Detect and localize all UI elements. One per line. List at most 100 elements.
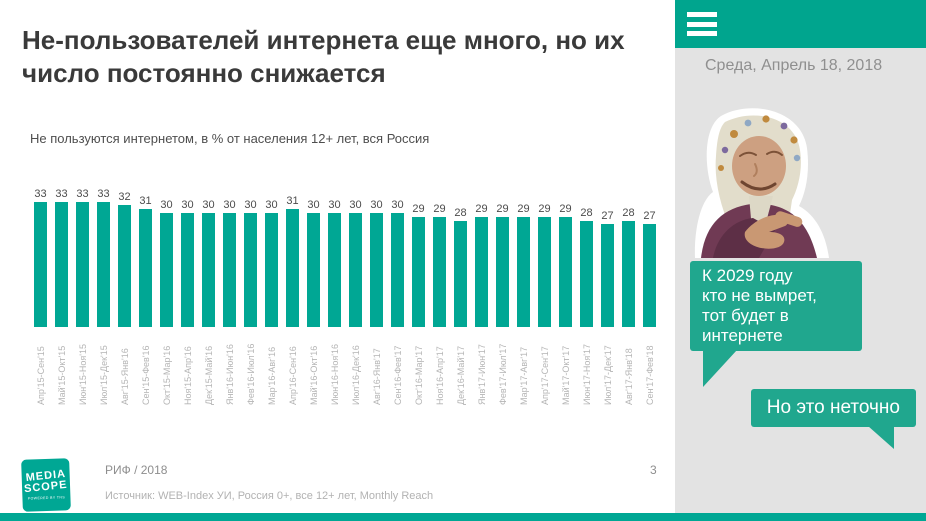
- bar-column: 30 Янв'16-Июн'16: [219, 199, 240, 405]
- bar-column: 29 Фев'17-Июл'17: [492, 203, 513, 405]
- x-axis-tick-label: Окт'16-Мар'17: [413, 345, 424, 405]
- hamburger-menu-icon[interactable]: [687, 12, 717, 36]
- speech-bubble-reply: Но это неточно: [750, 389, 916, 449]
- bar: [391, 213, 404, 327]
- bar-value-label: 30: [391, 199, 404, 211]
- bar-value-label: 29: [475, 203, 488, 215]
- bar-column: 28 Июн'17-Ноя'17: [576, 207, 597, 405]
- bar: [223, 213, 236, 327]
- bar: [181, 213, 194, 327]
- bar-value-label: 31: [286, 195, 299, 207]
- bar: [580, 221, 593, 327]
- x-axis-tick-label: Ноя'16-Апр'17: [434, 346, 445, 405]
- bar-column: 28 Авг'17-Янв'18: [618, 207, 639, 405]
- x-axis-tick-label: Июн'16-Ноя'16: [329, 343, 340, 405]
- bar: [76, 202, 89, 327]
- x-axis-tick-label: Сен'17-Фев'18: [644, 345, 655, 405]
- bar-value-label: 30: [181, 199, 194, 211]
- bar: [538, 217, 551, 327]
- bar: [349, 213, 362, 327]
- footer-source-label: Источник: WEB-Index УИ, Россия 0+, все 1…: [105, 490, 434, 502]
- x-axis-tick-label: Апр'15-Сен'15: [35, 346, 46, 405]
- bar-value-label: 29: [559, 203, 572, 215]
- bar: [139, 209, 152, 327]
- bar-column: 29 Ноя'16-Апр'17: [429, 203, 450, 405]
- bar-column: 29 Окт'16-Мар'17: [408, 203, 429, 405]
- x-axis-tick-label: Дек'15-Май'16: [203, 345, 214, 405]
- x-axis-tick-label: Июл'16-Дек'16: [350, 345, 361, 405]
- bar-column: 31 Сен'15-Фев'16: [135, 195, 156, 405]
- bar-value-label: 28: [454, 207, 467, 219]
- x-axis-tick-label: Авг'17-Янв'18: [623, 348, 634, 405]
- bar-column: 30 Май'16-Окт'16: [303, 199, 324, 405]
- date-label: Среда, Апрель 18, 2018: [705, 57, 883, 74]
- bar: [202, 213, 215, 327]
- bar-column: 30 Мар'16-Авг'16: [261, 199, 282, 405]
- bar-column: 30 Июн'16-Ноя'16: [324, 199, 345, 405]
- bar-column: 30 Ноя'15-Апр'16: [177, 199, 198, 405]
- x-axis-tick-label: Апр'17-Сен'17: [539, 346, 550, 405]
- bar: [118, 205, 131, 327]
- bar-value-label: 28: [622, 207, 635, 219]
- x-axis-tick-label: Сен'16-Фев'17: [392, 345, 403, 405]
- bar-column: 29 Мар'17-Авг'17: [513, 203, 534, 405]
- bar-value-label: 30: [202, 199, 215, 211]
- speech-bubble-main: К 2029 году кто не вымрет, тот будет в и…: [690, 261, 862, 387]
- x-axis-tick-label: Мар'17-Авг'17: [518, 346, 529, 405]
- bar-value-label: 28: [580, 207, 593, 219]
- bar: [622, 221, 635, 327]
- bar-column: 30 Дек'15-Май'16: [198, 199, 219, 405]
- bar-column: 33 Май'15-Окт'15: [51, 188, 72, 405]
- bar-column: 27 Сен'17-Фев'18: [639, 210, 660, 405]
- bar-value-label: 30: [370, 199, 383, 211]
- x-axis-tick-label: Мар'16-Авг'16: [266, 346, 277, 405]
- bar: [370, 213, 383, 327]
- x-axis-tick-label: Сен'15-Фев'16: [140, 345, 151, 405]
- x-axis-tick-label: Авг'16-Янв'17: [371, 348, 382, 405]
- chart-subtitle: Не пользуются интернетом, в % от населен…: [30, 131, 430, 146]
- bar-value-label: 29: [517, 203, 530, 215]
- bar-column: 30 Сен'16-Фев'17: [387, 199, 408, 405]
- old-woman-photo: [689, 106, 837, 258]
- x-axis-tick-label: Май'17-Окт'17: [560, 345, 571, 405]
- bar-value-label: 30: [349, 199, 362, 211]
- bar-value-label: 27: [601, 210, 614, 222]
- x-axis-tick-label: Янв'17-Июн'17: [476, 344, 487, 405]
- bar-column: 29 Май'17-Окт'17: [555, 203, 576, 405]
- bar-value-label: 33: [55, 188, 68, 200]
- x-axis-tick-label: Дек'16-Май'17: [455, 345, 466, 405]
- bar-column: 27 Июл'17-Дек'17: [597, 210, 618, 405]
- bar-value-label: 31: [139, 195, 152, 207]
- old-woman-illustration: [694, 108, 829, 258]
- bar: [55, 202, 68, 327]
- bar: [34, 202, 47, 327]
- x-axis-tick-label: Апр'16-Сен'16: [287, 346, 298, 405]
- bar: [328, 213, 341, 327]
- bar: [454, 221, 467, 327]
- sidebar-header: [675, 0, 926, 48]
- bar-column: 30 Окт'15-Мар'16: [156, 199, 177, 405]
- footer-event-label: РИФ / 2018: [105, 463, 168, 477]
- bar-value-label: 29: [496, 203, 509, 215]
- bar-value-label: 27: [643, 210, 656, 222]
- bar-value-label: 33: [76, 188, 89, 200]
- x-axis-tick-label: Янв'16-Июн'16: [224, 344, 235, 405]
- page-number: 3: [650, 463, 657, 477]
- bar-value-label: 30: [223, 199, 236, 211]
- slide-area: Не-пользователей интернета еще много, но…: [21, 25, 660, 512]
- bar: [433, 217, 446, 327]
- bar-value-label: 29: [538, 203, 551, 215]
- bar-column: 31 Апр'16-Сен'16: [282, 195, 303, 405]
- bar-column: 33 Июл'15-Дек'15: [93, 188, 114, 405]
- bar-column: 29 Апр'17-Сен'17: [534, 203, 555, 405]
- bar-value-label: 33: [97, 188, 110, 200]
- bar: [307, 213, 320, 327]
- bar: [475, 217, 488, 327]
- x-axis-tick-label: Июл'17-Дек'17: [602, 345, 613, 405]
- bar-column: 30 Фев'16-Июл'16: [240, 199, 261, 405]
- bar: [412, 217, 425, 327]
- bar-value-label: 30: [307, 199, 320, 211]
- bar: [97, 202, 110, 327]
- bar-column: 30 Авг'16-Янв'17: [366, 199, 387, 405]
